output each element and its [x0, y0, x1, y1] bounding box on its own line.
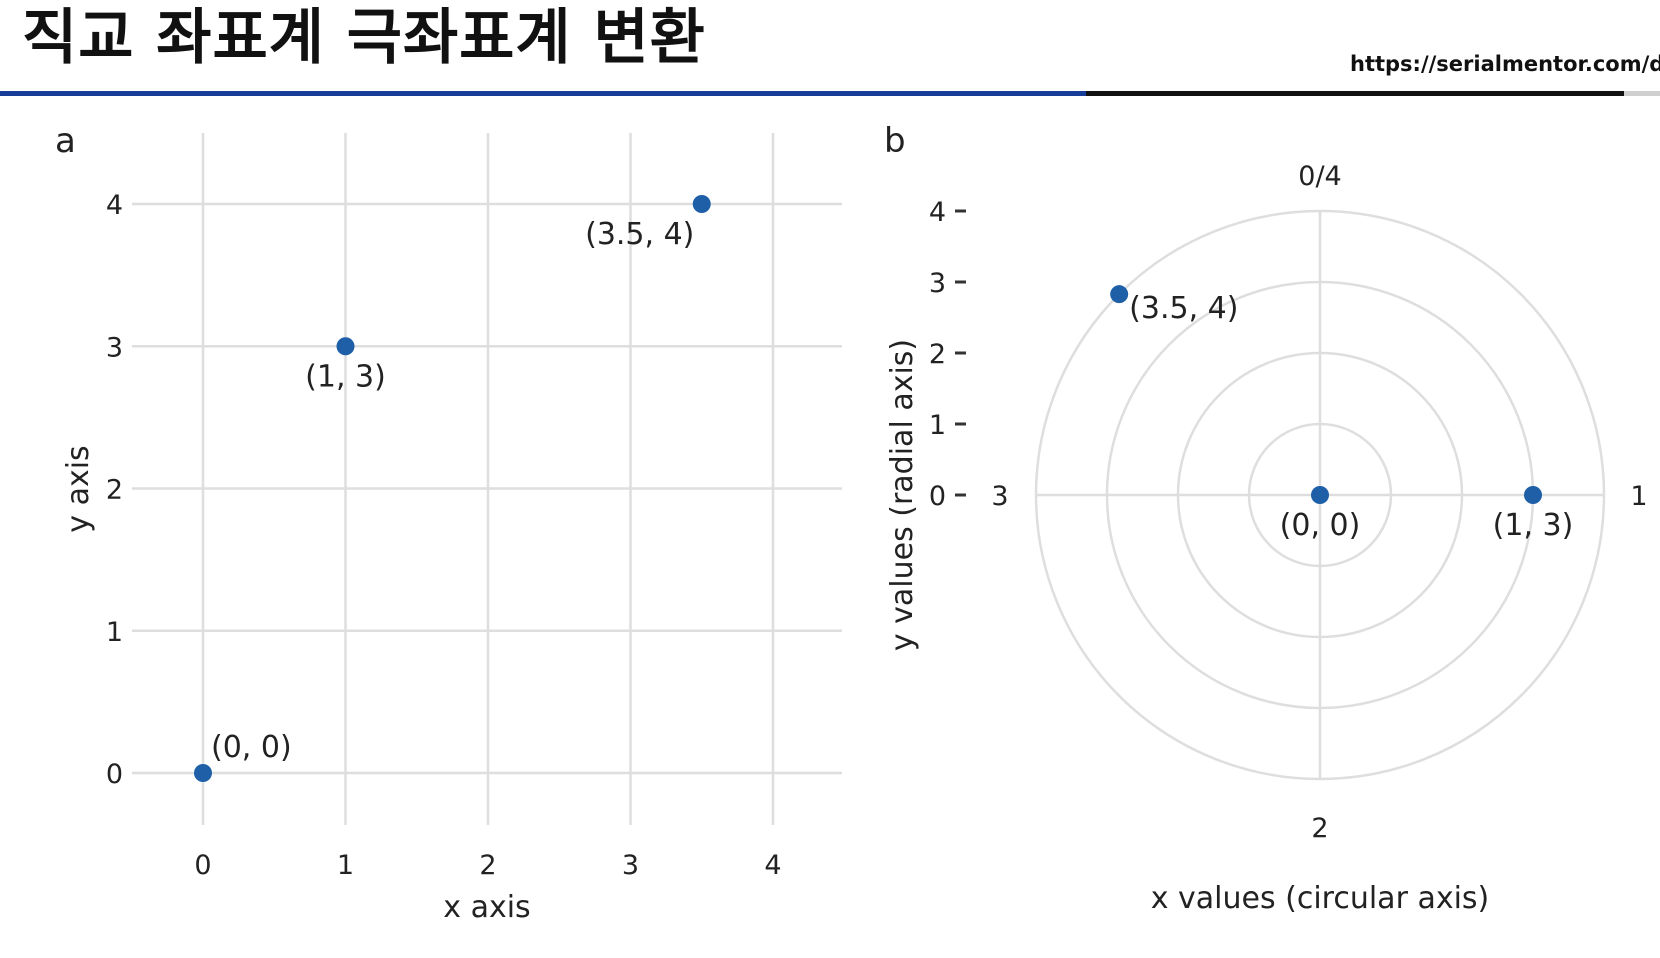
- point-label: (1, 3): [1493, 508, 1574, 543]
- radial-tick-label: 1: [929, 410, 946, 441]
- radial-tick-label: 3: [929, 268, 946, 299]
- data-point: [692, 195, 711, 213]
- data-point: [1110, 285, 1129, 304]
- x-tick-label: 3: [622, 850, 639, 881]
- radial-tick-label: 0: [929, 481, 946, 512]
- y-tick-label: 4: [106, 190, 123, 221]
- point-label: (3.5, 4): [585, 217, 694, 252]
- data-point: [1524, 486, 1542, 504]
- radial-tick-label: 2: [929, 339, 946, 370]
- point-label: (3.5, 4): [1129, 291, 1238, 326]
- x-tick-label: 1: [337, 850, 354, 881]
- y-tick-label: 1: [106, 617, 123, 648]
- source-url[interactable]: https://serialmentor.com/dat: [1350, 52, 1660, 76]
- point-label: (0, 0): [211, 730, 292, 765]
- point-label: (1, 3): [305, 359, 386, 394]
- y-axis-title: y values (radial axis): [885, 339, 920, 651]
- data-point: [194, 764, 212, 782]
- title-rule-blue: [0, 91, 1086, 96]
- y-axis-title: y axis: [61, 445, 96, 532]
- y-tick-label: 0: [106, 759, 123, 790]
- cartesian-panel: a 0 1 2 3 4 0 1 2 3 4 x axis y axis (0, 0) (1, 3) (3.5,…: [55, 121, 842, 925]
- x-tick-label: 0: [194, 850, 211, 881]
- angular-tick-label: 0/4: [1298, 161, 1341, 192]
- panel-letter-b: b: [884, 121, 906, 161]
- x-axis-title: x axis: [443, 890, 530, 925]
- slide-title: 직교 좌표계 극좌표계 변환: [22, 3, 706, 73]
- y-tick-label: 3: [106, 332, 123, 363]
- angular-tick-label: 2: [1311, 813, 1328, 844]
- panel-letter-a: a: [55, 121, 76, 161]
- x-axis-title: x values (circular axis): [1151, 881, 1490, 916]
- title-rule-black: [1086, 91, 1624, 96]
- y-tick-label: 2: [106, 475, 123, 506]
- x-tick-label: 4: [764, 850, 781, 881]
- radial-tick-label: 4: [929, 197, 946, 228]
- angular-tick-label: 1: [1630, 481, 1647, 512]
- point-label: (0, 0): [1280, 508, 1361, 543]
- angular-tick-label: 3: [991, 481, 1008, 512]
- polar-panel: b 0/4 1 2 3 0 1 2 3 4 x values (circular axis) y va…: [884, 121, 1648, 916]
- x-tick-label: 2: [479, 850, 496, 881]
- data-point: [1311, 486, 1329, 504]
- title-rule-grey: [1624, 91, 1660, 96]
- data-point: [336, 337, 355, 356]
